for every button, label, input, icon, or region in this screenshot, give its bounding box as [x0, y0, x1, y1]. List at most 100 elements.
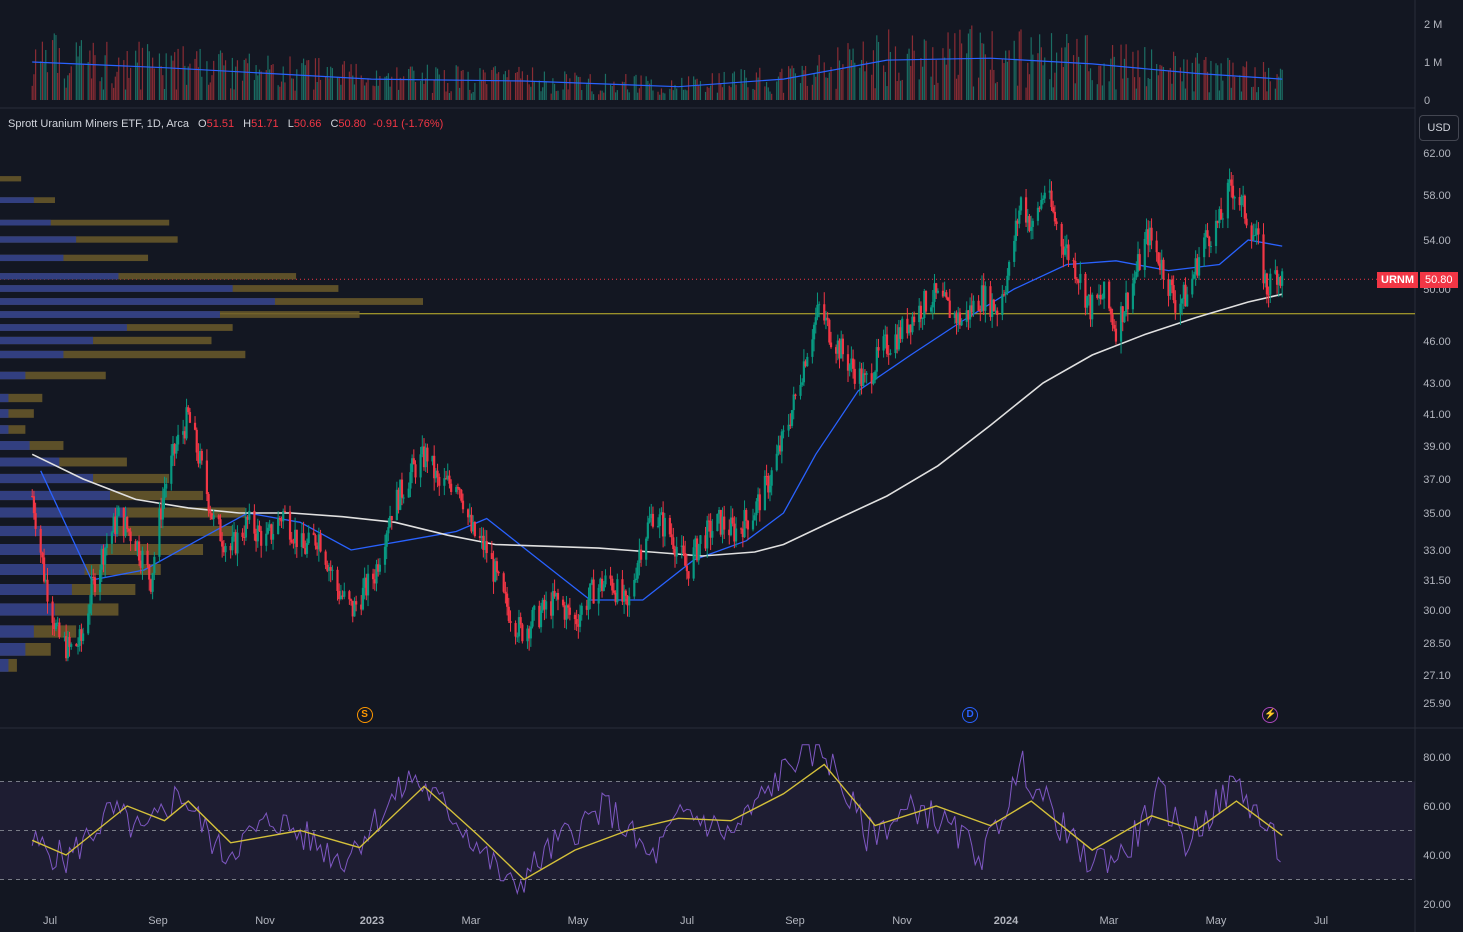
- volume-bar: [235, 66, 237, 100]
- volume-bar: [935, 60, 937, 100]
- candle-body: [1204, 230, 1207, 238]
- time-tick-label: Jul: [1314, 915, 1328, 927]
- candle-body: [806, 356, 809, 367]
- volume-bar: [467, 71, 469, 100]
- volume-bar: [852, 48, 854, 100]
- candle-body: [662, 512, 665, 537]
- currency-button[interactable]: USD: [1419, 115, 1459, 141]
- event-badge-2[interactable]: ⚡: [1262, 707, 1279, 723]
- event-badge-0[interactable]: S: [356, 707, 373, 723]
- volume-bar: [1228, 60, 1231, 100]
- profile-bar-up: [0, 219, 51, 226]
- price-tick-label: 30.00: [1423, 605, 1451, 617]
- volume-bar: [708, 87, 710, 100]
- candle-body: [244, 516, 248, 538]
- volume-bar: [403, 76, 405, 100]
- candle-body: [422, 446, 426, 468]
- candle-body: [517, 617, 521, 637]
- candle-body: [801, 382, 804, 385]
- volume-bar: [182, 46, 184, 100]
- candle-body: [112, 516, 115, 533]
- volume-bar: [1067, 43, 1070, 100]
- volume-bar: [847, 43, 849, 100]
- volume-bar: [113, 87, 115, 100]
- volume-bar: [966, 53, 968, 100]
- candle-body: [199, 450, 202, 464]
- price-tick-label: 39.00: [1423, 441, 1451, 453]
- volume-bar: [1254, 67, 1256, 100]
- candle-body: [1155, 240, 1158, 253]
- candle-body: [1060, 223, 1063, 247]
- candle-body: [1221, 218, 1224, 220]
- candle-body: [438, 476, 441, 486]
- candle-body: [1096, 294, 1099, 298]
- time-tick-label: Nov: [892, 915, 912, 927]
- price-tick-label: 25.90: [1423, 698, 1451, 710]
- candle-body: [87, 613, 90, 634]
- candle-body: [775, 453, 778, 471]
- candle-body: [651, 513, 655, 527]
- candle-body: [34, 513, 37, 529]
- volume-bar: [53, 33, 55, 100]
- candle-body: [1043, 192, 1046, 199]
- volume-bar: [189, 63, 191, 100]
- volume-bar: [777, 76, 780, 100]
- candle-body: [1024, 197, 1028, 223]
- volume-bar: [1240, 91, 1243, 100]
- profile-bar-total: [0, 254, 149, 262]
- candle-body: [492, 559, 495, 582]
- candle-body: [875, 347, 878, 372]
- volume-bar: [224, 60, 227, 100]
- candle-body: [254, 533, 258, 542]
- volume-profile: [0, 176, 423, 672]
- volume-bar: [1123, 58, 1126, 100]
- volume-bar: [850, 60, 852, 100]
- volume-bar: [579, 76, 581, 100]
- volume-bar: [538, 80, 540, 100]
- volume-bar: [170, 55, 172, 100]
- volume-bar: [141, 47, 144, 100]
- event-badge-1[interactable]: D: [962, 707, 979, 723]
- volume-bar: [1078, 56, 1080, 100]
- volume-bar: [609, 84, 612, 100]
- volume-bar: [1157, 75, 1159, 100]
- volume-bar: [681, 77, 683, 100]
- volume-bar: [930, 76, 932, 100]
- candle-body: [456, 487, 460, 489]
- volume-bar: [438, 74, 440, 100]
- volume-bar: [386, 75, 388, 100]
- volume-bar: [811, 84, 813, 100]
- candle-body: [472, 521, 475, 532]
- candle-body: [663, 517, 666, 537]
- candle-body: [953, 312, 956, 318]
- volume-bar: [435, 67, 437, 100]
- volume-bar: [977, 77, 980, 100]
- volume-bar: [1003, 63, 1005, 100]
- candle-body: [1114, 328, 1118, 342]
- time-tick-label: Jul: [43, 915, 57, 927]
- candle-body: [958, 312, 962, 326]
- volume-bar: [306, 60, 308, 100]
- candle-body: [751, 520, 755, 530]
- volume-bar: [803, 70, 805, 100]
- volume-bar: [1159, 64, 1161, 100]
- volume-bar: [1218, 90, 1221, 100]
- candle-body: [672, 537, 675, 549]
- volume-bar: [984, 54, 986, 100]
- candle-body: [853, 368, 856, 384]
- volume-bar: [296, 69, 298, 100]
- candle-body: [149, 579, 153, 592]
- volume-bar: [472, 91, 474, 100]
- volume-bar: [545, 81, 547, 100]
- candle-body: [623, 590, 626, 602]
- candle-body: [529, 626, 532, 639]
- volume-bar: [374, 86, 376, 100]
- candle-body: [539, 610, 543, 628]
- volume-bar: [828, 72, 830, 100]
- candle-body: [1123, 312, 1126, 323]
- candle-body: [397, 489, 400, 510]
- volume-bar: [89, 50, 91, 100]
- volume-bar: [1215, 63, 1217, 100]
- candle-body: [1206, 230, 1209, 237]
